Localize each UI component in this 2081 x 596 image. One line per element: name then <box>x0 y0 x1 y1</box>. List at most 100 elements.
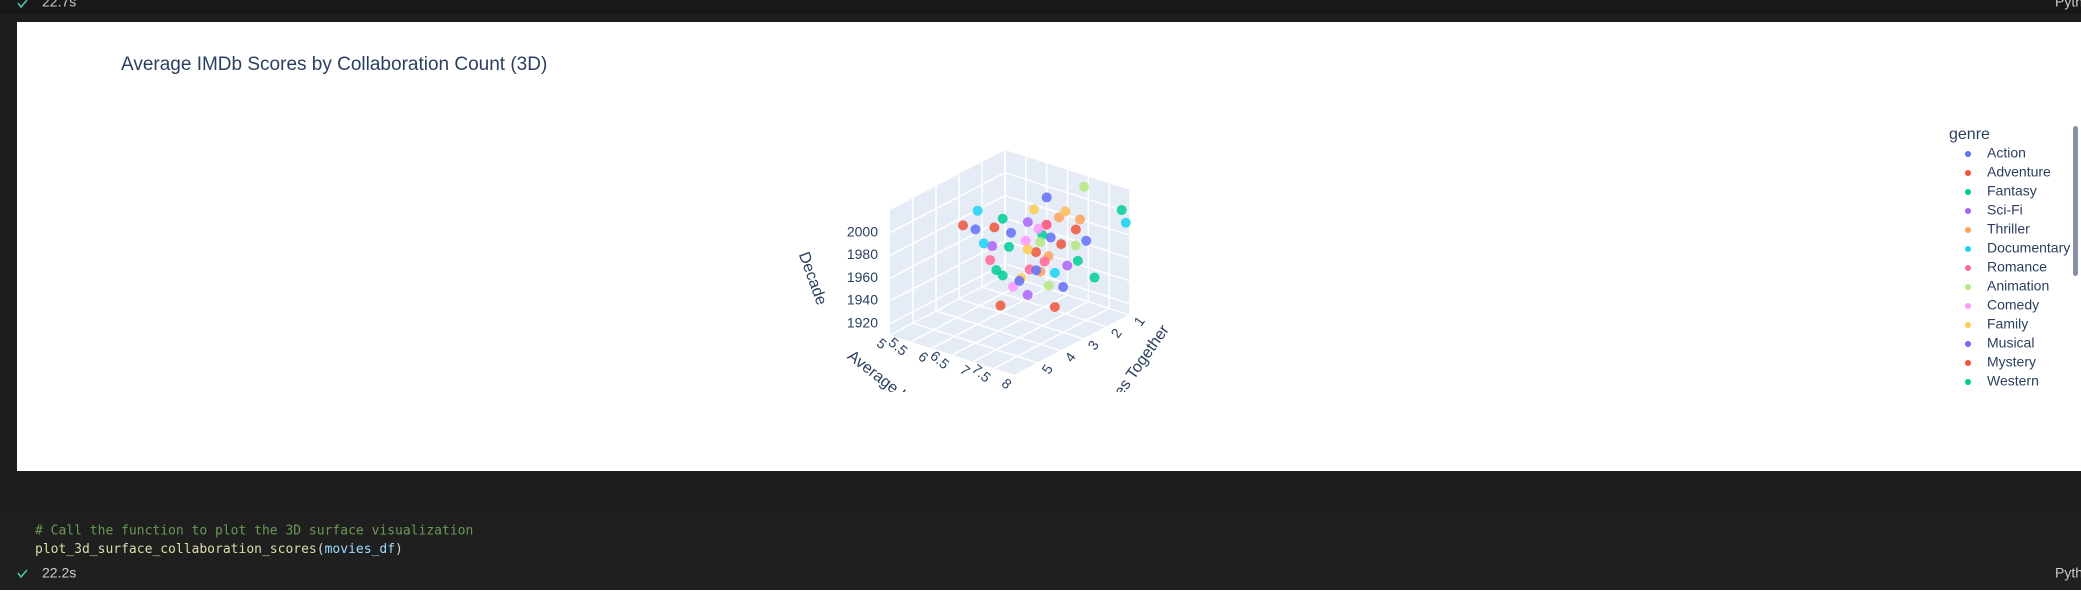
grid-line <box>889 172 1006 234</box>
execution-time: 22.2s <box>42 565 76 581</box>
legend-marker <box>1965 360 1971 366</box>
legend-label: Mystery <box>1987 354 2036 370</box>
grid-line <box>993 307 1110 369</box>
legend-label: Thriller <box>1987 221 2030 237</box>
legend-label: Animation <box>1987 278 2049 294</box>
data-point <box>1041 219 1052 230</box>
data-point <box>1072 255 1083 266</box>
legend-label: Sci-Fi <box>1987 202 2023 218</box>
legend: genre Action Adventure Fantasy Sci-Fi Thrill… <box>1949 126 2070 388</box>
argument: movies_df <box>325 542 395 557</box>
data-point <box>1120 217 1131 228</box>
legend-label: Fantasy <box>1987 183 2037 199</box>
tick-label: 2000 <box>847 223 878 239</box>
data-point <box>1056 239 1067 250</box>
data-point <box>1031 265 1042 276</box>
data-point <box>1070 224 1081 235</box>
tick-label: 1920 <box>847 314 878 330</box>
data-point <box>970 224 981 235</box>
grid-line <box>1004 274 1131 316</box>
scrollbar[interactable] <box>2073 126 2078 276</box>
legend-marker <box>1965 379 1971 385</box>
data-point <box>1062 260 1073 271</box>
legend-label: Documentary <box>1987 240 2070 256</box>
data-point <box>1022 289 1033 300</box>
data-point <box>1022 244 1033 255</box>
data-point <box>958 220 968 231</box>
legend-marker <box>1965 227 1971 233</box>
next-output-edge <box>0 590 2081 596</box>
wall-plane <box>890 150 1005 335</box>
data-point <box>1022 217 1033 228</box>
grid-line <box>889 240 1006 302</box>
legend-label: Action <box>1987 145 2026 161</box>
legend-label: Musical <box>1987 335 2034 351</box>
grid-line <box>912 322 1039 364</box>
code-cell[interactable] <box>0 510 2081 586</box>
code-line: plot_3d_surface_collaboration_scores(mov… <box>35 542 403 557</box>
data-point <box>1035 237 1046 248</box>
legend-marker <box>1965 151 1971 157</box>
data-point <box>1070 240 1081 251</box>
grid-line <box>972 301 1089 363</box>
top-status-bar <box>0 0 2081 14</box>
data-point <box>1014 275 1025 286</box>
tick-label: 1980 <box>847 246 878 262</box>
success-icon <box>17 0 28 9</box>
data-point <box>989 222 1000 233</box>
paren: ) <box>395 542 403 557</box>
tick-label: 1940 <box>847 292 878 308</box>
data-point <box>1054 212 1064 223</box>
data-point <box>972 205 983 216</box>
success-icon <box>17 569 28 579</box>
legend-marker <box>1965 170 1971 176</box>
data-point <box>1049 267 1060 278</box>
data-point <box>985 255 996 266</box>
paren: ( <box>317 542 325 557</box>
data-point <box>1020 235 1031 246</box>
legend-title: genre <box>1949 126 1990 143</box>
data-point <box>1006 227 1016 238</box>
legend-marker <box>1965 322 1971 328</box>
legend-marker <box>1965 189 1971 195</box>
data-point <box>1004 241 1014 252</box>
legend-label: Adventure <box>1987 164 2051 180</box>
grid-line <box>889 274 1006 336</box>
data-point <box>995 300 1006 311</box>
legend-label: Romance <box>1987 259 2047 275</box>
data-point <box>1043 280 1054 291</box>
data-point <box>978 238 989 249</box>
tick-label: 1960 <box>847 269 878 285</box>
data-point <box>987 241 998 252</box>
data-point <box>1058 281 1069 292</box>
grid-line <box>981 286 1108 328</box>
data-point <box>1116 205 1127 216</box>
data-point <box>1039 256 1050 267</box>
data-point <box>1049 301 1060 312</box>
data-point <box>1060 206 1071 217</box>
code-comment: # Call the function to plot the 3D surfa… <box>35 524 473 539</box>
legend-marker <box>1965 246 1971 252</box>
grid-line <box>889 217 1006 279</box>
grid-line <box>889 262 1006 325</box>
grid-line <box>958 298 1085 340</box>
legend-marker <box>1965 303 1971 309</box>
data-point <box>1008 281 1018 292</box>
data-point <box>997 213 1008 224</box>
kernel-label: Pyth <box>2055 0 2081 10</box>
function-name: plot_3d_surface_collaboration_scores <box>35 542 317 557</box>
data-point <box>1041 192 1052 203</box>
legend-marker <box>1965 208 1971 214</box>
data-point <box>1029 204 1039 215</box>
grid-line <box>952 294 1068 356</box>
data-point <box>1075 214 1085 225</box>
data-point <box>1031 247 1041 258</box>
data-point <box>1045 232 1056 243</box>
chart-title: Average IMDb Scores by Collaboration Cou… <box>121 54 547 75</box>
legend-marker <box>1965 265 1971 271</box>
execution-time: 22.7s <box>42 0 76 10</box>
data-point <box>991 265 1002 276</box>
data-point <box>1033 223 1044 234</box>
